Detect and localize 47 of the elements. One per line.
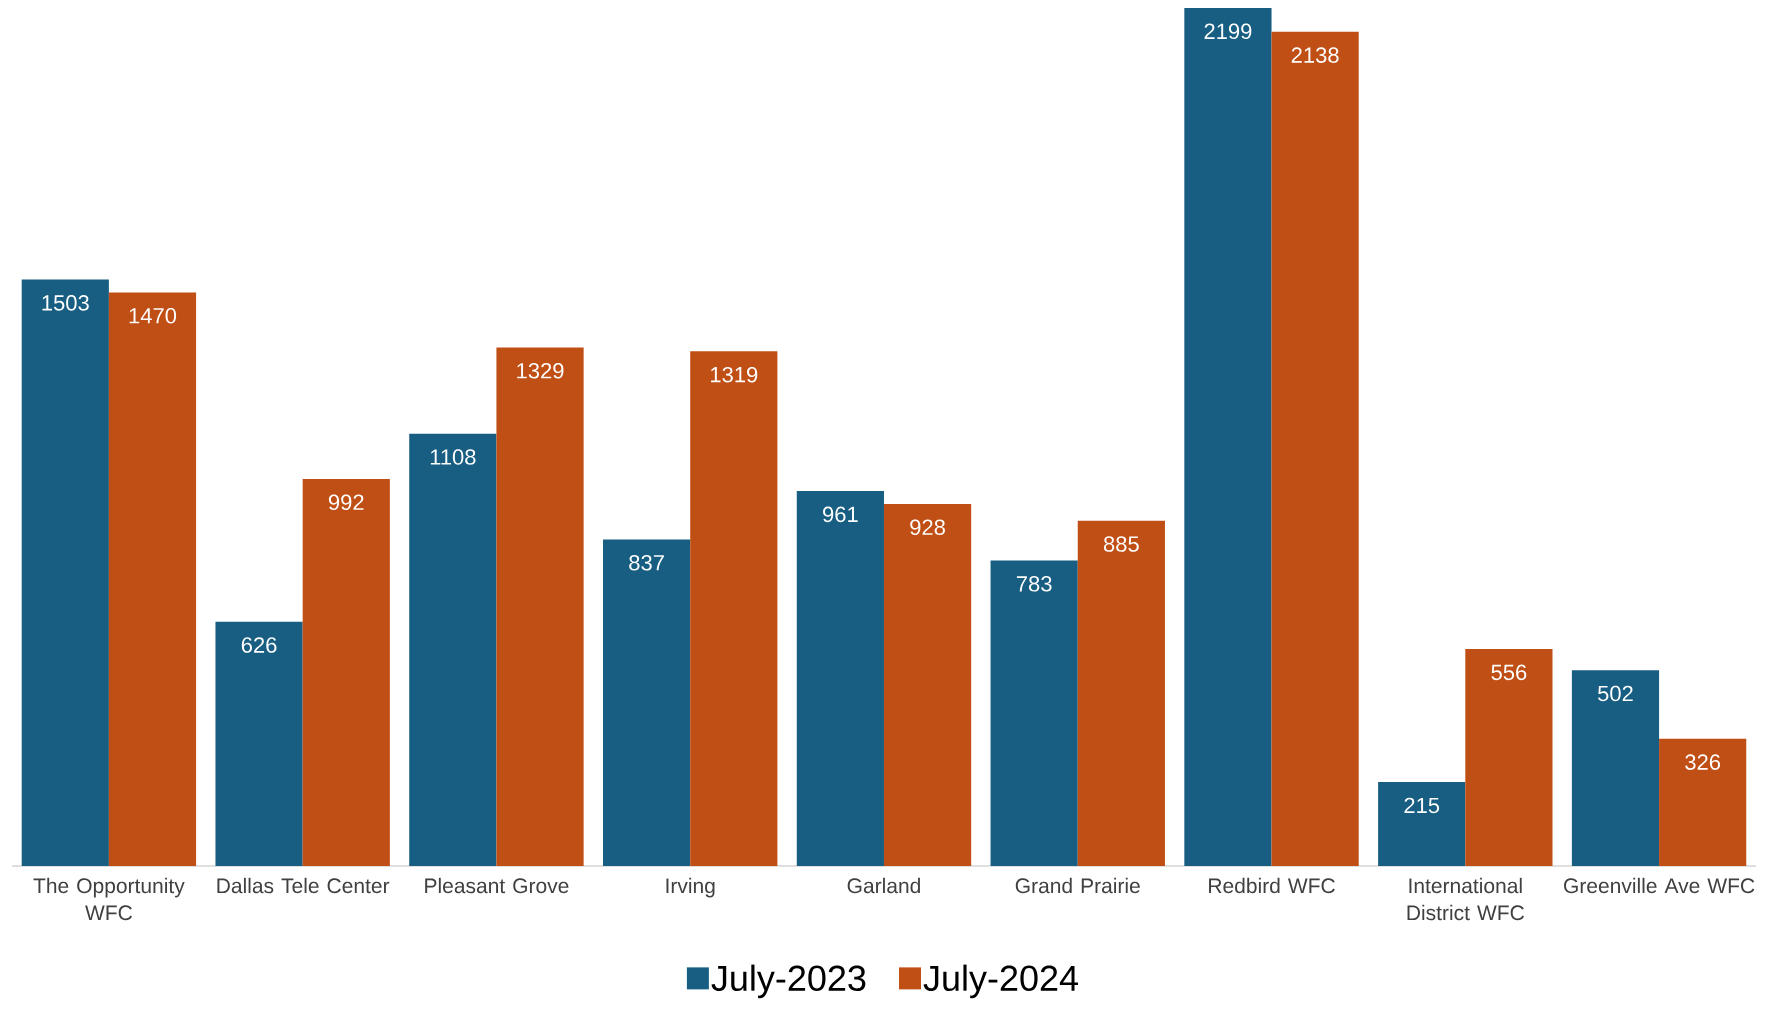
data-label: 928 [910, 519, 945, 536]
bar [1571, 670, 1660, 866]
x-tick-label: Greenville Ave WFC [1564, 877, 1755, 894]
bar [21, 279, 109, 866]
legend-label: July-2024 [923, 964, 1078, 999]
data-label: 837 [629, 554, 664, 571]
bar [990, 560, 1078, 866]
data-label: 556 [1491, 664, 1527, 681]
bar [883, 503, 972, 866]
data-label: 1319 [711, 366, 758, 383]
data-label: 1470 [129, 307, 177, 324]
bar [1271, 31, 1359, 866]
data-label: 1503 [42, 295, 89, 311]
data-label: 885 [1103, 536, 1139, 552]
bar [108, 292, 197, 866]
bar [1378, 782, 1466, 866]
data-label: 626 [241, 637, 277, 653]
data-label: 326 [1685, 754, 1721, 770]
x-tick-label: The Opportunity WFC [33, 877, 185, 921]
bar [603, 539, 691, 866]
x-tick-label: Dallas Tele Center [217, 877, 390, 894]
data-label: 2199 [1204, 23, 1252, 40]
data-label: 992 [328, 494, 364, 511]
bar [409, 433, 497, 866]
bar [690, 351, 778, 866]
data-label: 215 [1404, 797, 1440, 814]
bar [1465, 649, 1553, 866]
x-tick-label: Irving [666, 877, 715, 898]
legend-label: July-2023 [711, 964, 866, 999]
x-tick-label: Redbird WFC [1209, 877, 1335, 894]
bar [302, 478, 390, 866]
data-label: 1108 [430, 449, 476, 465]
bar [496, 347, 584, 866]
x-tick-label: Grand Prairie [1015, 877, 1140, 894]
bar [1184, 8, 1272, 866]
x-tick-label: International District WFC [1407, 877, 1524, 921]
x-tick-label: Garland [847, 877, 920, 894]
data-label: 783 [1016, 576, 1052, 592]
data-label: 961 [823, 506, 858, 523]
data-label: 2138 [1291, 47, 1339, 63]
bar [215, 621, 303, 866]
x-tick-label: Pleasant Grove [425, 877, 569, 894]
data-label: 502 [1598, 685, 1633, 702]
bar [1659, 738, 1747, 866]
bar [796, 491, 884, 866]
data-label: 1329 [517, 362, 564, 379]
bar [1077, 520, 1165, 866]
